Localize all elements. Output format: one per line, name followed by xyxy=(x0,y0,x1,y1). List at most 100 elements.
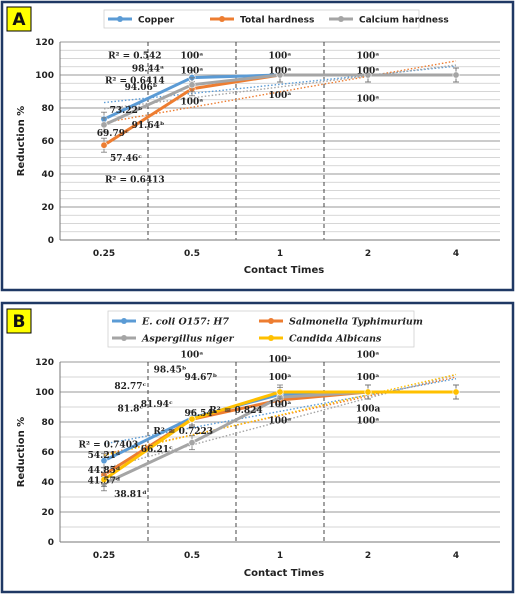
data-label: 100ᵃ xyxy=(269,400,292,410)
x-tick-label: 0.5 xyxy=(184,249,200,259)
panel-badge xyxy=(6,308,32,334)
data-label: 66.21ᶜ xyxy=(141,445,173,455)
data-label: 100ᵃ xyxy=(269,66,292,76)
trendline-1 xyxy=(103,60,457,124)
data-label: 98.45ᵇ xyxy=(154,366,187,376)
legend-label: Candida Albicans xyxy=(289,334,382,345)
y-tick-label: 100 xyxy=(35,388,54,398)
data-point xyxy=(100,476,108,484)
data-label: 98.44ᵃ xyxy=(132,65,164,75)
data-label: 100ᵃ xyxy=(269,91,292,101)
legend-marker xyxy=(121,318,127,324)
y-tick-label: 80 xyxy=(41,104,54,114)
x-axis-title: Contact Times xyxy=(244,265,324,276)
legend-label: E. coli O157: H7 xyxy=(141,317,229,328)
legend-marker xyxy=(338,16,344,22)
legend-label: Salmonella Typhimurium xyxy=(289,317,423,328)
y-axis-title: Reduction % xyxy=(16,417,27,487)
y-tick-label: 120 xyxy=(35,38,54,48)
trendline-3 xyxy=(103,373,457,457)
legend-marker xyxy=(117,16,123,22)
trendline-0 xyxy=(103,65,457,104)
x-tick-label: 2 xyxy=(365,249,371,259)
data-label: 82.77ᶜ xyxy=(114,382,146,392)
data-label: 100ᵃ xyxy=(269,373,292,383)
data-point xyxy=(188,439,196,447)
data-label: 100ᵃ xyxy=(357,66,380,76)
x-tick-label: 4 xyxy=(453,249,459,259)
legend-marker xyxy=(268,335,274,341)
x-tick-label: 0.25 xyxy=(93,249,115,259)
x-tick-label: 2 xyxy=(365,551,371,561)
data-point xyxy=(188,81,196,89)
data-point xyxy=(188,415,196,423)
x-tick-label: 0.25 xyxy=(93,551,115,561)
data-point xyxy=(364,71,372,79)
data-point xyxy=(276,388,284,396)
y-tick-label: 60 xyxy=(41,448,54,458)
data-label: R² = 0.6413 xyxy=(105,175,165,185)
data-label: 100ᵃ xyxy=(357,52,380,62)
data-label: 100a xyxy=(356,405,381,415)
chart-panel-a: 0 20 40 60 80 100 120 0.25 0.5 1 2 4 Contact Times Re… xyxy=(0,0,515,292)
data-label: 100ᵃ xyxy=(269,355,292,365)
data-label: 91.64ᵇ xyxy=(132,121,165,131)
legend-marker xyxy=(121,335,127,341)
x-tick-label: 1 xyxy=(277,551,283,561)
data-label: R² = 0.7403 xyxy=(79,441,139,451)
legend-marker xyxy=(219,16,225,22)
data-label: 41.57ᵈ xyxy=(88,477,121,487)
y-tick-label: 40 xyxy=(41,170,54,180)
y-tick-label: 0 xyxy=(48,236,54,246)
legend-label: Aspergillus niger xyxy=(141,334,235,345)
data-label: 38.81ᵈ xyxy=(114,490,147,500)
panel-badge xyxy=(6,6,32,32)
data-label: 100ᵃ xyxy=(357,94,380,104)
legend-label: Calcium hardness xyxy=(359,16,449,26)
legend-box xyxy=(107,310,415,348)
data-label: R² = 0.7223 xyxy=(153,427,213,437)
data-point xyxy=(100,141,108,149)
trendline-2 xyxy=(103,374,457,470)
y-tick-label: 40 xyxy=(41,478,54,488)
data-label: 100ᵃ xyxy=(269,52,292,62)
data-label: 81.8ᶜ xyxy=(118,405,144,415)
data-label: 94.67ᵇ xyxy=(184,373,217,383)
data-label: 94.06ᵇ xyxy=(125,83,158,93)
data-point xyxy=(452,388,460,396)
y-tick-label: 0 xyxy=(48,538,54,548)
y-tick-label: 120 xyxy=(35,358,54,368)
data-point xyxy=(100,457,108,465)
panel-frame xyxy=(0,301,515,594)
x-tick-label: 1 xyxy=(277,249,283,259)
data-label: 44.85ᵈ xyxy=(88,466,121,476)
data-label: 100ᵃ xyxy=(269,417,292,427)
y-tick-label: 20 xyxy=(41,508,54,518)
data-label: 57.46ᶜ xyxy=(110,154,142,164)
y-tick-label: 60 xyxy=(41,137,54,147)
data-label: 100ᵃ xyxy=(181,98,204,108)
data-point xyxy=(452,71,460,79)
x-axis-title: Contact Times xyxy=(244,568,324,579)
data-label: 73.22ᵇ xyxy=(110,106,143,116)
data-label: 100ᵃ xyxy=(357,373,380,383)
data-label: 100ᵃ xyxy=(181,66,204,76)
data-point xyxy=(364,388,372,396)
data-label: 54.21ᵈ xyxy=(88,451,121,461)
x-tick-label: 0.5 xyxy=(184,551,200,561)
legend-box xyxy=(103,9,420,29)
data-point xyxy=(100,121,108,129)
data-label: 100ᵃ xyxy=(357,351,380,361)
y-tick-label: 80 xyxy=(41,418,54,428)
y-tick-label: 20 xyxy=(41,203,54,213)
panel-badge-label: A xyxy=(12,10,26,30)
data-label: 100ᵃ xyxy=(181,52,204,62)
data-label: R² = 0.6414 xyxy=(105,76,165,86)
data-point xyxy=(276,71,284,79)
data-label: R² = 0.542 xyxy=(108,52,161,62)
x-tick-label: 4 xyxy=(453,551,459,561)
data-label: 96.54ᵇ xyxy=(184,409,217,419)
legend-label: Copper xyxy=(138,16,175,26)
data-label: R² = 0.824 xyxy=(209,406,262,416)
